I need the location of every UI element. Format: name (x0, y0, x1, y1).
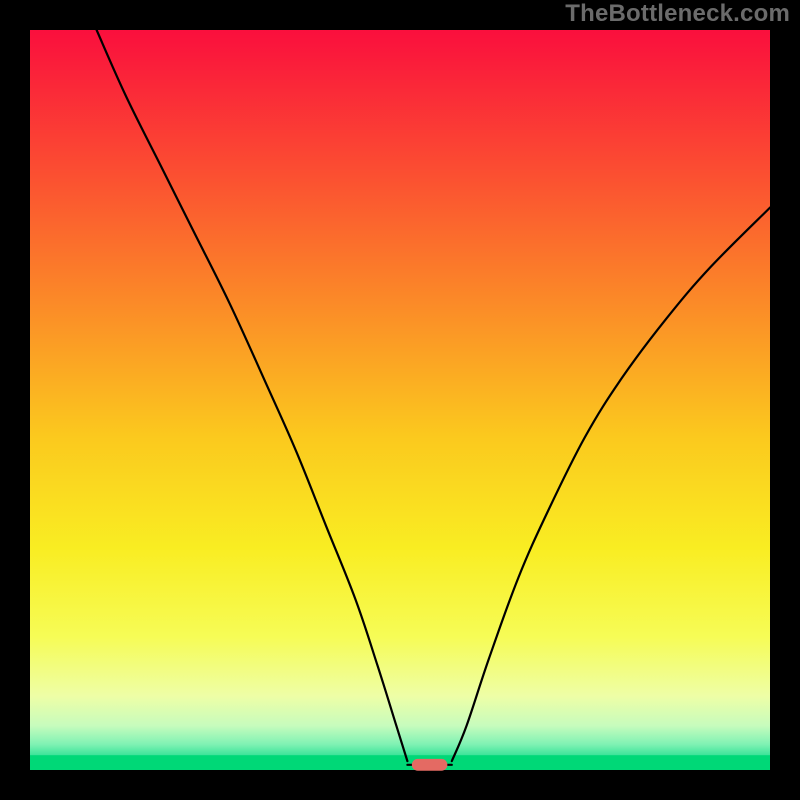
watermark-text: TheBottleneck.com (565, 0, 790, 28)
stage: TheBottleneck.com (0, 0, 800, 800)
plot-area (30, 30, 770, 770)
bottleneck-marker (412, 759, 448, 771)
bottom-band (30, 755, 770, 770)
bottleneck-chart (0, 0, 800, 800)
